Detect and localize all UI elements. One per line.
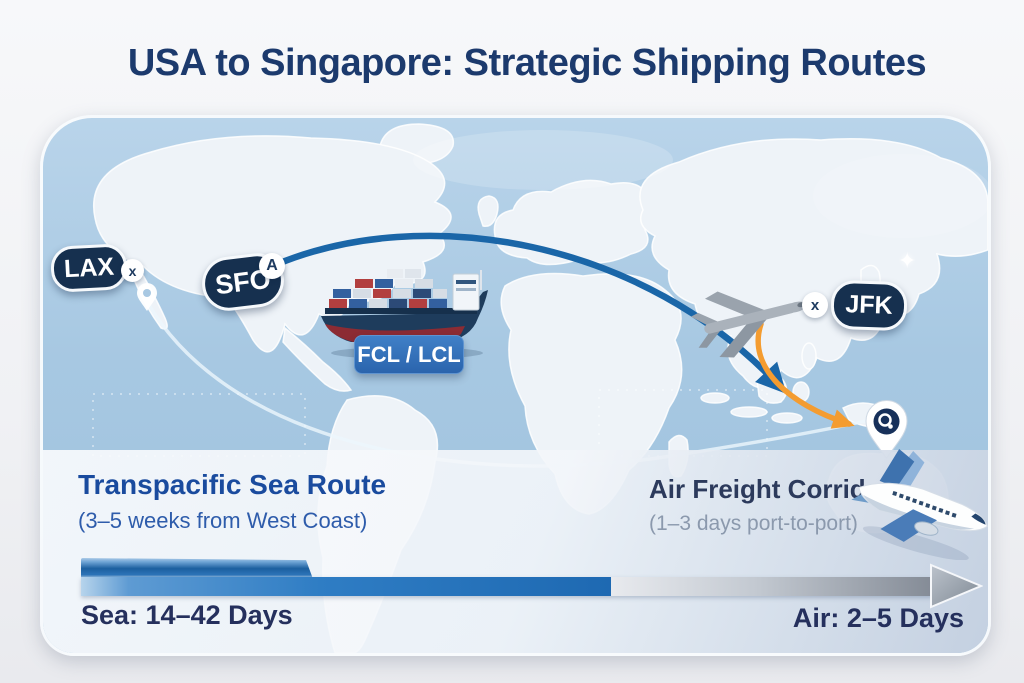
airport-badge-lax: LAX xyxy=(49,243,129,293)
air-route-heading: Air Freight Corridor xyxy=(649,474,892,504)
timeline-arrow-icon xyxy=(930,563,983,609)
sea-duration-bar xyxy=(81,558,313,579)
sparkle-icon: ✦ xyxy=(898,248,917,273)
island-shape xyxy=(771,412,803,424)
page-title: USA to Singapore: Strategic Shipping Rou… xyxy=(127,42,927,84)
airport-code-lax: LAX xyxy=(63,252,115,283)
airport-badge-jfk: JFK xyxy=(830,279,908,332)
lax-pin-icon xyxy=(137,283,157,311)
passenger-plane-icon xyxy=(851,449,988,560)
map-card: LAX x SFO A JFK x FCL / LCL ✦ Transpacif… xyxy=(40,115,991,656)
lax-x-marker: x xyxy=(121,259,144,282)
central-america-shape xyxy=(282,326,353,392)
air-route-subheading: (1–3 days port-to-port) xyxy=(649,512,858,535)
timeline-bar xyxy=(81,577,933,596)
timeline-bar-gray-segment xyxy=(611,577,933,596)
sfo-a-marker-label: A xyxy=(266,257,278,274)
sea-route-heading: Transpacific Sea Route xyxy=(78,469,387,500)
airport-code-jfk: JFK xyxy=(844,290,894,320)
philippines-shape xyxy=(801,342,817,370)
air-duration-label: Air: 2–5 Days xyxy=(792,603,964,633)
fcl-lcl-badge: FCL / LCL xyxy=(354,335,464,374)
sumatra-shape xyxy=(700,392,730,404)
singapore-pin-icon xyxy=(865,400,908,459)
cargo-plane-icon xyxy=(691,291,807,358)
air-route-line xyxy=(755,321,855,429)
sfo-a-marker: A xyxy=(259,253,285,279)
jfk-x-marker-label: x xyxy=(810,296,820,314)
uk-shape xyxy=(477,195,499,227)
jfk-x-marker: x xyxy=(802,292,828,318)
timeline-bar-blue-segment xyxy=(81,577,611,596)
air-route-legend: Air Freight Corridor (1–3 days port-to-p… xyxy=(649,474,892,536)
legend-panel xyxy=(43,450,988,653)
sea-route-subheading: (3–5 weeks from West Coast) xyxy=(78,508,368,533)
sea-route-legend: Transpacific Sea Route (3–5 weeks from W… xyxy=(78,469,386,534)
sea-duration-label: Sea: 14–42 Days xyxy=(81,600,293,630)
lax-x-marker-label: x xyxy=(128,262,137,279)
